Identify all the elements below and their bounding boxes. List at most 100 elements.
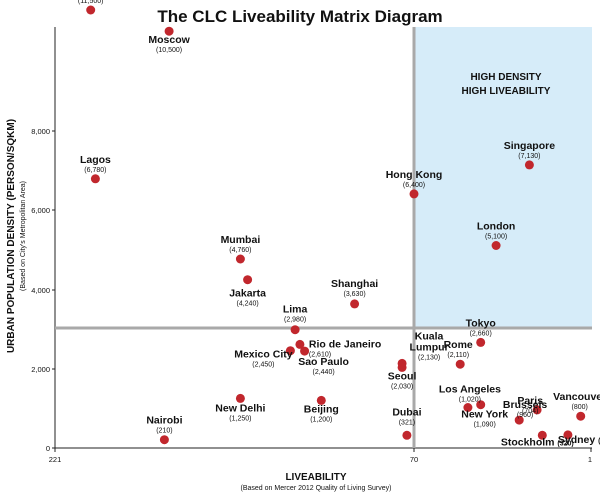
- city-label-tokyo: Tokyo: [466, 317, 496, 329]
- density-label-tokyo: (2,660): [470, 330, 492, 337]
- density-label-dhaka: (11,500): [78, 0, 104, 5]
- density-label-new-delhi: (1,250): [229, 415, 251, 422]
- city-label-new-delhi: New Delhi: [215, 402, 265, 414]
- data-points: [86, 5, 586, 445]
- data-point-shanghai: [350, 299, 360, 309]
- x-axis-label: LIVEABILITY: [285, 472, 346, 483]
- data-point-jakarta: [243, 275, 253, 285]
- data-point-sao-paulo: [300, 346, 310, 356]
- city-label-kuala-lumpur: Lumpur: [410, 341, 449, 353]
- density-label-nairobi: (210): [156, 428, 172, 435]
- city-label-kuala-lumpur: Kuala: [415, 330, 444, 342]
- data-point-dhaka: [86, 5, 96, 15]
- city-label-brussels: Brussels: [503, 399, 548, 411]
- density-label-brussels: (960): [517, 412, 533, 419]
- y-tick-label: 8,000: [31, 127, 50, 136]
- density-label-london: (5,100): [485, 234, 507, 241]
- density-label-lima: (2,980): [284, 317, 306, 324]
- city-label-singapore: Singapore: [504, 140, 556, 152]
- high-density-high-liveability-quadrant: [414, 27, 592, 328]
- y-tick-label: 6,000: [31, 206, 50, 215]
- city-label-nairobi: Nairobi: [146, 415, 182, 427]
- data-point-hong-kong: [409, 189, 419, 199]
- data-point-nairobi: [159, 435, 169, 445]
- data-point-mumbai: [235, 254, 245, 264]
- data-point-sydney: [563, 430, 573, 440]
- x-tick-label: 221: [49, 455, 62, 464]
- density-label-lagos: (6,780): [84, 167, 106, 174]
- density-label-dubai: (321): [399, 419, 415, 426]
- density-label-rome: (2,110): [447, 352, 469, 359]
- data-point-beijing: [316, 395, 326, 405]
- data-point-tokyo: [476, 337, 486, 347]
- city-label-hong-kong: Hong Kong: [386, 169, 443, 181]
- density-label-sao-paulo: (2,440): [313, 369, 335, 376]
- quadrant-label-line-2: HIGH LIVEABILITY: [462, 86, 551, 97]
- density-label-paris: (704): [522, 408, 538, 415]
- city-label-mumbai: Mumbai: [221, 234, 261, 246]
- density-label-moscow: (10,500): [156, 47, 182, 54]
- data-point-paris: [514, 415, 524, 425]
- city-label-moscow: Moscow: [148, 34, 190, 46]
- x-tick-label: 70: [410, 455, 418, 464]
- x-axis-sublabel: (Based on Mercer 2012 Quality of Living …: [241, 485, 392, 492]
- data-point-los-angeles: [463, 403, 473, 412]
- data-point-new-york: [476, 400, 486, 410]
- density-label-mumbai: (4,760): [229, 247, 251, 254]
- data-point-lagos: [90, 174, 100, 184]
- density-label-stockholm: (320): [557, 440, 573, 447]
- data-point-london: [491, 241, 501, 250]
- data-point-stockholm: [537, 430, 547, 440]
- data-point-moscow: [164, 26, 174, 36]
- city-label-new-york: New York: [461, 409, 508, 421]
- density-label-singapore: (7,130): [518, 153, 540, 160]
- density-label-rio-de-janeiro: (2,610): [309, 351, 331, 358]
- city-label-stockholm: Stockholm (320): [501, 436, 574, 448]
- city-label-lima: Lima: [283, 304, 308, 316]
- city-label-beijing: Beijing: [304, 403, 339, 415]
- density-label-sydney: (330): [598, 438, 600, 445]
- data-point-rome: [455, 359, 465, 369]
- data-point-singapore: [524, 160, 534, 170]
- city-label-paris: Paris: [517, 395, 543, 407]
- density-label-vancouver: (800): [572, 404, 588, 411]
- city-label-los-angeles: Los Angeles: [439, 384, 501, 396]
- data-labels: Dhaka(11,500)Moscow(10,500)Lagos(6,780)M…: [78, 0, 600, 448]
- density-label-new-york: (1,090): [474, 422, 496, 429]
- city-label-shanghai: Shanghai: [331, 278, 378, 290]
- city-label-lagos: Lagos: [80, 154, 111, 166]
- data-point-rio-de-janeiro: [295, 339, 305, 349]
- y-tick-label: 4,000: [31, 286, 50, 295]
- data-point-new-delhi: [235, 393, 245, 403]
- y-axis-label: URBAN POPULATION DENSITY (PERSON/SQKM): [6, 119, 17, 353]
- city-label-rome: Rome: [444, 339, 473, 351]
- density-label-beijing: (1,200): [310, 416, 332, 423]
- quadrant-label-line-1: HIGH DENSITY: [470, 72, 541, 83]
- density-label-mexico-city: (2,450): [252, 362, 274, 369]
- y-axis-sublabel: (Based on City's Metropolitan Area): [20, 181, 27, 291]
- data-point-mexico-city: [285, 346, 295, 356]
- data-point-seoul: [397, 362, 407, 372]
- city-label-sydney: Sydney (330): [558, 434, 600, 446]
- data-point-brussels: [532, 405, 542, 415]
- density-label-seoul: (2,030): [391, 383, 413, 390]
- y-tick-label: 2,000: [31, 365, 50, 374]
- city-label-dubai: Dubai: [392, 406, 421, 418]
- city-label-sao-paulo: Sao Paulo: [298, 356, 349, 368]
- city-label-mexico-city: Mexico City: [234, 349, 293, 361]
- density-label-kuala-lumpur: (2,130): [418, 354, 440, 361]
- data-point-vancouver: [576, 411, 586, 421]
- data-point-lima: [290, 325, 300, 335]
- city-label-london: London: [477, 221, 515, 233]
- chart-title: The CLC Liveability Matrix Diagram: [157, 7, 442, 26]
- y-tick-label: 0: [46, 444, 50, 453]
- city-label-seoul: Seoul: [388, 370, 417, 382]
- city-label-vancouver: Vancouver: [553, 391, 600, 403]
- city-label-jakarta: Jakarta: [229, 288, 266, 300]
- density-label-hong-kong: (6,400): [403, 182, 425, 189]
- density-label-shanghai: (3,630): [344, 291, 366, 298]
- x-tick-label: 1: [588, 455, 592, 464]
- density-label-los-angeles: (1,020): [459, 397, 481, 404]
- data-point-dubai: [402, 430, 412, 440]
